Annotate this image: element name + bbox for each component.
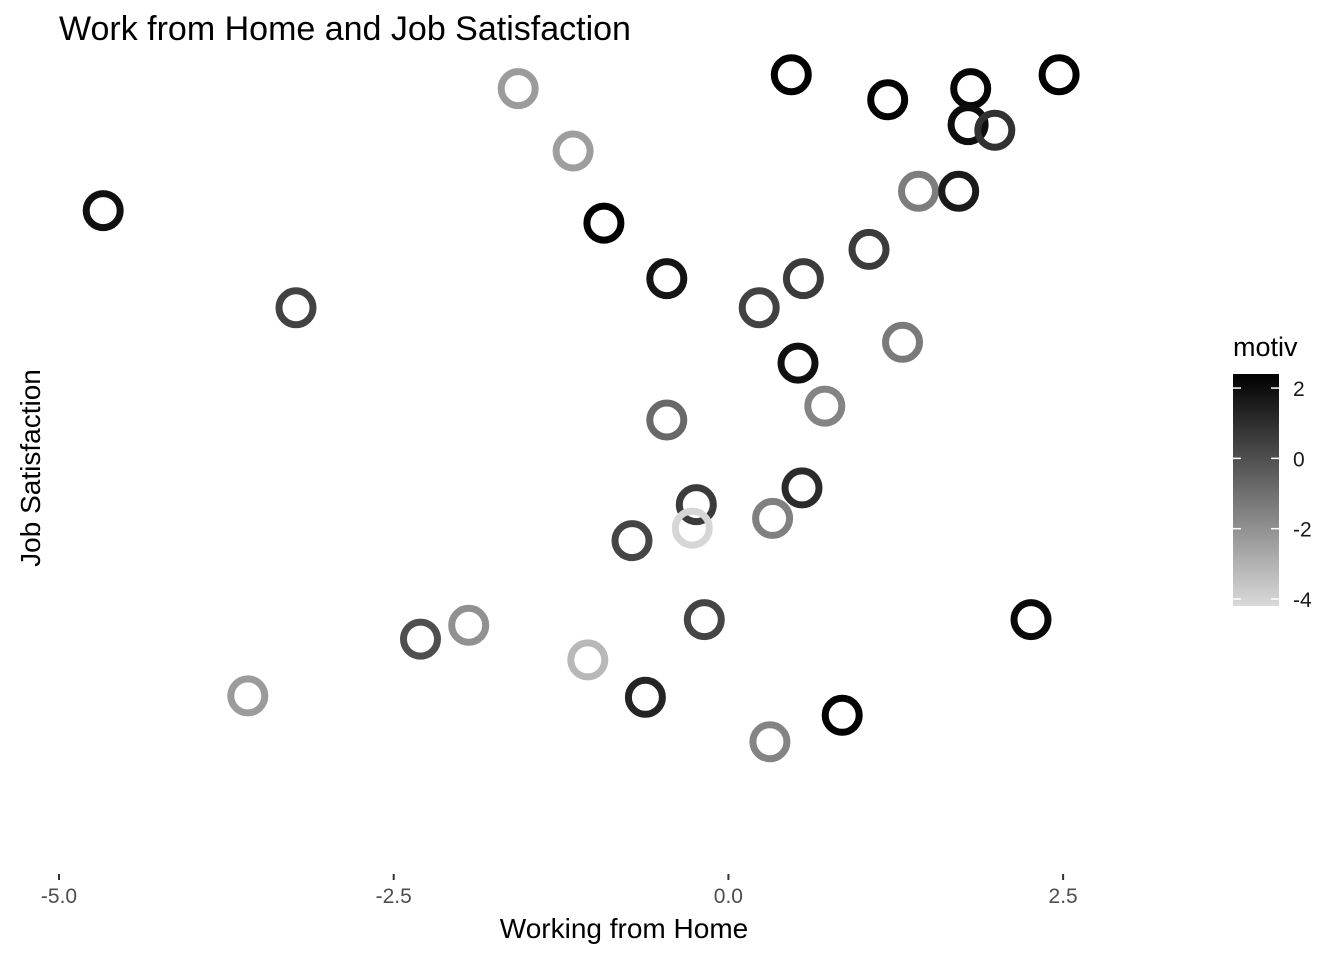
y-axis-label: Job Satisfaction [15,369,46,567]
data-point [448,604,490,646]
data-point [770,54,812,96]
data-point [611,520,653,562]
data-point [950,68,992,110]
legend-colorbar [1233,374,1279,606]
data-point [947,104,989,146]
legend-tick-label: -2 [1293,519,1312,542]
data-point [82,190,124,232]
data-point [882,321,923,363]
x-axis-tick-label: -2.5 [376,885,412,908]
data-point [567,639,609,681]
data-point [1010,599,1052,641]
data-point [683,599,725,641]
x-axis-tick-label: -5.0 [41,885,77,908]
legend-tick-label: -4 [1293,589,1312,612]
color-legend: motiv 2 0 -2 -4 [1233,332,1312,612]
data-point [671,507,713,549]
data-point [275,287,317,329]
data-point [738,287,780,329]
data-point [777,342,819,384]
data-point [752,497,794,539]
data-point [782,258,824,300]
data-point [898,170,939,212]
x-axis: -5.0 -2.5 0.0 2.5 [41,874,1078,908]
data-point [583,202,625,244]
chart-title: Work from Home and Job Satisfaction [59,10,631,48]
x-axis-tick-label: 0.0 [714,885,743,908]
data-point [821,694,863,736]
data-point [227,675,269,717]
data-point [974,109,1016,151]
data-point [749,721,791,763]
data-point [867,79,909,121]
data-point [938,170,980,212]
legend-title: motiv [1233,332,1298,362]
data-point [781,467,823,509]
data-points [82,54,1080,763]
data-point [497,68,539,110]
x-axis-tick-label: 2.5 [1049,885,1078,908]
data-point [1038,54,1080,96]
data-point [675,484,717,526]
data-point [848,228,890,270]
data-point [804,385,846,427]
legend-ticks: 2 0 -2 -4 [1233,378,1312,612]
data-point [624,676,666,718]
x-axis-label: Working from Home [500,913,748,944]
legend-tick-label: 0 [1293,448,1305,471]
data-point [400,618,441,660]
legend-tick-label: 2 [1293,378,1305,401]
data-point [646,258,688,300]
data-point [646,399,688,441]
data-point [552,130,594,172]
